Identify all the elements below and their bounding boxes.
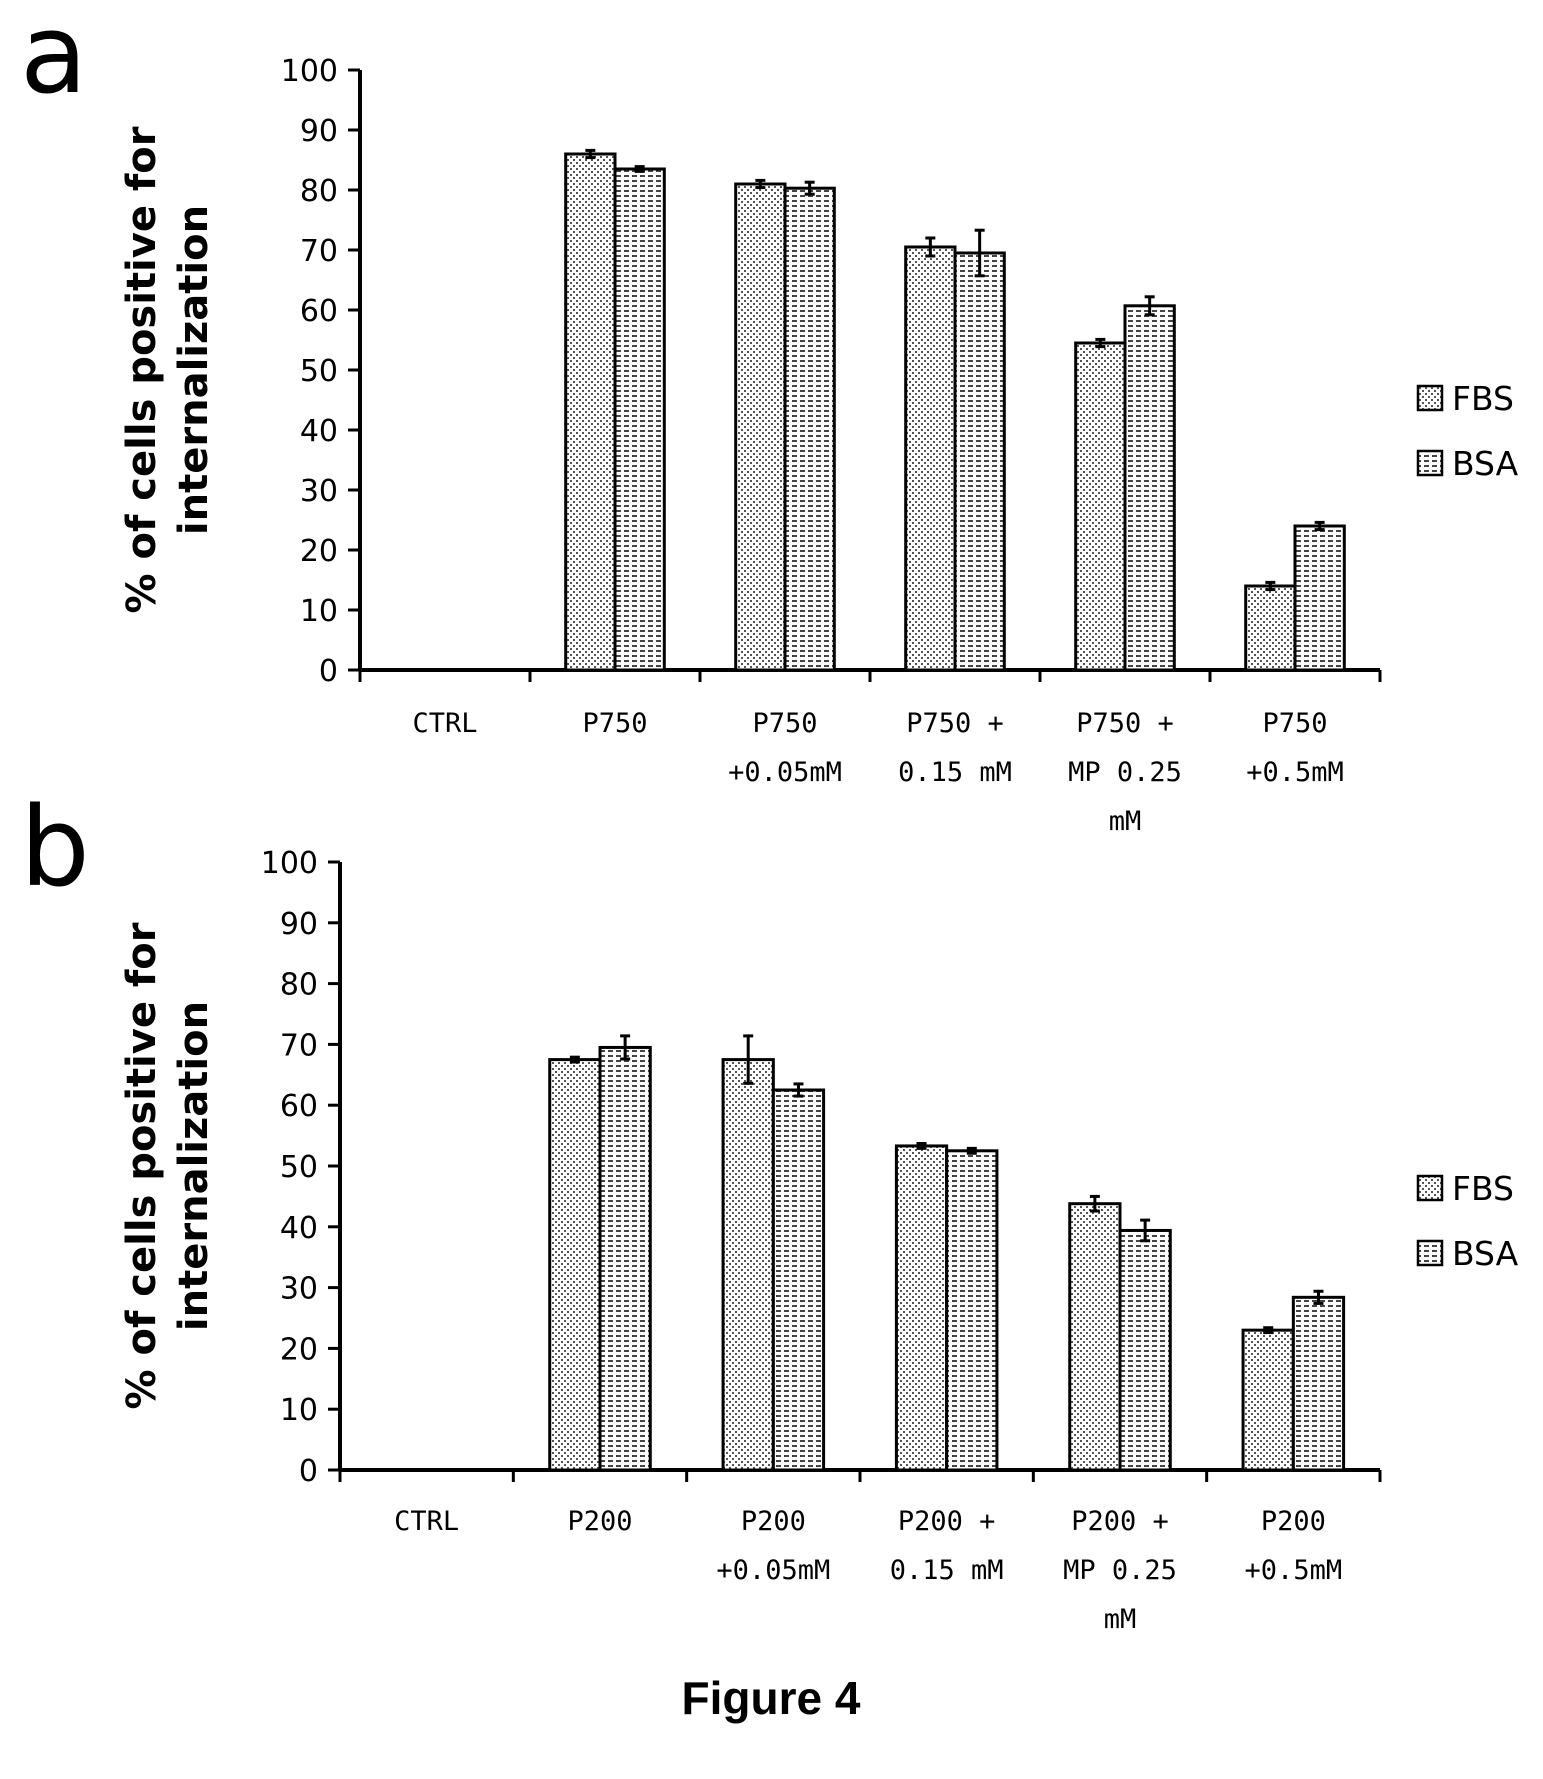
x-category-label-line: mM: [1109, 806, 1142, 837]
x-category-label: CTRL: [412, 708, 477, 739]
x-category-label-line: P200: [1261, 1506, 1326, 1537]
x-category-label: P200 + MP 0.25 mM: [1063, 1506, 1177, 1635]
bar-bsa: [1291, 1295, 1346, 1472]
x-category-label: P200 +0.5mM: [1245, 1506, 1343, 1586]
x-category-label-line: P200: [741, 1506, 806, 1537]
y-axis-label-line: % of cells positive for: [119, 922, 165, 1409]
y-tick-label: 0: [299, 1454, 318, 1489]
y-tick-label: 30: [300, 474, 338, 509]
y-tick-label: 90: [300, 114, 338, 149]
y-tick-label: 70: [300, 234, 338, 269]
bar-fbs: [564, 152, 617, 672]
y-axis-label-line: internalization: [171, 205, 217, 535]
bar-fbs: [734, 182, 787, 672]
bar-bsa: [1118, 1228, 1172, 1472]
x-category-label: P750 +0.5mM: [1246, 708, 1344, 788]
x-category-label-line: CTRL: [412, 708, 477, 739]
bar-fbs: [1074, 341, 1127, 672]
y-axis-label: % of cells positive for internalization: [119, 922, 217, 1409]
bar-bsa: [783, 186, 836, 672]
y-axis-label-line: % of cells positive for: [119, 126, 165, 613]
legend-swatch-bsa: [1416, 449, 1444, 477]
y-tick-label: 0: [319, 654, 338, 689]
y-tick-label: 40: [280, 1211, 318, 1246]
x-category-label: P750: [582, 708, 647, 739]
panel-b-chart: b 0 10 20 30 40 50 60 70 80 90 100 % of cells positi…: [20, 783, 1519, 1635]
x-category-label: CTRL: [394, 1506, 459, 1537]
panel-a-chart: a 0 10 20 30 40 50 60 70 80 90 100 % of cells positi…: [20, 0, 1519, 837]
y-tick-label: 100: [261, 846, 318, 881]
y-tick-label: 40: [300, 414, 338, 449]
legend-label-bsa: BSA: [1452, 444, 1519, 483]
bar-fbs: [1244, 584, 1297, 672]
legend-swatch-fbs: [1416, 1174, 1444, 1202]
legend-swatch-fbs: [1416, 384, 1444, 412]
x-category-label-line: 0.15 mM: [898, 757, 1012, 788]
x-category-label-line: P200 +: [898, 1506, 996, 1537]
x-category-label-line: +0.5mM: [1246, 757, 1344, 788]
y-tick-label: 100: [281, 54, 338, 89]
legend-label-fbs: FBS: [1452, 1169, 1514, 1208]
x-category-label: P750 +0.05mM: [728, 708, 842, 788]
x-category-label-line: P750 +: [1076, 708, 1174, 739]
x-category-label-line: mM: [1104, 1604, 1137, 1635]
y-tick-label: 10: [280, 1393, 318, 1428]
legend-swatch-bsa: [1416, 1239, 1444, 1267]
bar-bsa: [945, 1149, 999, 1472]
y-axis-label: % of cells positive for internalization: [119, 126, 217, 613]
x-category-label: P750 + 0.15 mM: [898, 708, 1012, 788]
x-category-label-line: CTRL: [394, 1506, 459, 1537]
bar-fbs: [1241, 1328, 1295, 1472]
x-category-label-line: MP 0.25: [1063, 1555, 1177, 1586]
bar-bsa: [1293, 524, 1346, 672]
y-tick-label: 90: [280, 907, 318, 942]
figure-caption: Figure 4: [682, 1672, 861, 1724]
y-tick-label: 50: [300, 354, 338, 389]
y-tick-label: 50: [280, 1150, 318, 1185]
bar-bsa: [613, 167, 666, 672]
x-category-label-line: P200: [567, 1506, 632, 1537]
panel-letter: a: [20, 0, 87, 118]
bar-bsa: [953, 251, 1006, 672]
y-tick-label: 20: [300, 534, 338, 569]
bar-bsa: [1123, 304, 1176, 672]
bar-fbs: [721, 1058, 775, 1472]
bar-fbs: [904, 245, 957, 672]
bar-fbs: [548, 1058, 602, 1472]
y-tick-label: 30: [280, 1272, 318, 1307]
x-category-label-line: MP 0.25: [1068, 757, 1182, 788]
y-tick-label: 80: [280, 968, 318, 1003]
bar-fbs: [894, 1144, 949, 1472]
y-tick-label: 60: [280, 1089, 318, 1124]
x-category-label-line: P200 +: [1071, 1506, 1169, 1537]
y-tick-label: 60: [300, 294, 338, 329]
x-category-label-line: +0.05mM: [728, 757, 842, 788]
legend-label-fbs: FBS: [1452, 379, 1514, 418]
x-category-label-line: P750: [582, 708, 647, 739]
panel-letter: b: [20, 783, 90, 911]
x-category-label: P200 + 0.15 mM: [890, 1506, 1004, 1586]
x-category-label-line: P750 +: [906, 708, 1004, 739]
y-axis-label-line: internalization: [171, 1001, 217, 1331]
y-tick-label: 10: [300, 594, 338, 629]
x-category-label-line: P750: [752, 708, 817, 739]
y-tick-label: 80: [300, 174, 338, 209]
legend-label-bsa: BSA: [1452, 1234, 1519, 1273]
bar-bsa: [598, 1045, 652, 1472]
x-category-label: P200: [567, 1506, 632, 1537]
x-category-label-line: +0.5mM: [1245, 1555, 1343, 1586]
x-category-label: P750 + MP 0.25 mM: [1068, 708, 1182, 837]
x-category-label-line: P750: [1262, 708, 1327, 739]
bar-fbs: [1068, 1202, 1122, 1472]
x-category-label: P200 +0.05mM: [716, 1506, 830, 1586]
x-category-label-line: 0.15 mM: [890, 1555, 1004, 1586]
y-tick-label: 70: [280, 1028, 318, 1063]
bar-bsa: [771, 1088, 826, 1472]
x-category-label-line: +0.05mM: [716, 1555, 830, 1586]
y-tick-label: 20: [280, 1332, 318, 1367]
